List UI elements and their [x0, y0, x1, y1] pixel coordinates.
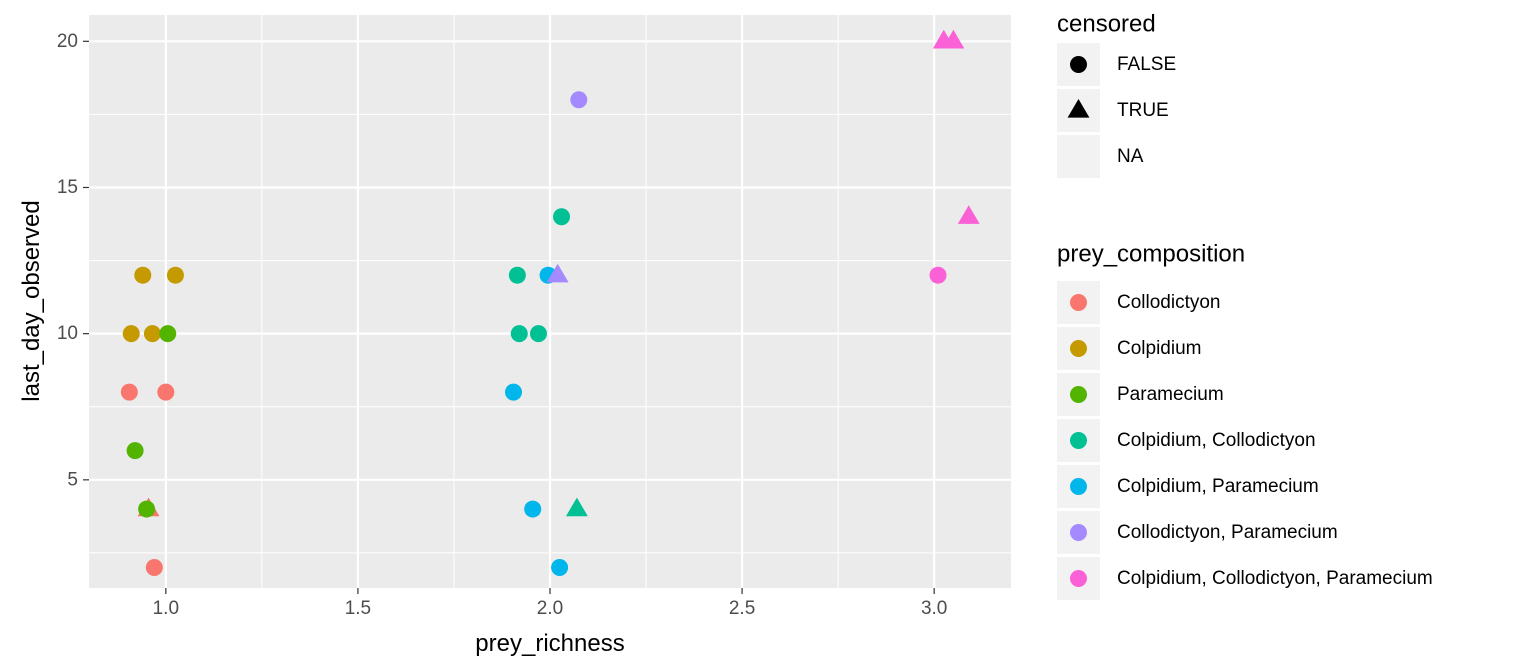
- data-point-circle: [120, 383, 138, 401]
- legend-color-dot: [1070, 478, 1087, 495]
- y-tick-label: 10: [57, 323, 78, 344]
- legend-color-dot: [1070, 386, 1087, 403]
- data-point-circle: [529, 325, 547, 343]
- data-point-circle: [524, 500, 542, 518]
- data-points: [120, 29, 980, 577]
- legend-color-dot: [1070, 432, 1087, 449]
- data-point-circle: [510, 325, 528, 343]
- legend-censored-label: NA: [1117, 146, 1144, 167]
- data-point-circle: [505, 383, 523, 401]
- legend-composition-label: Colpidium, Paramecium: [1117, 476, 1319, 497]
- data-point-triangle: [565, 497, 588, 517]
- x-tick-label: 1.0: [153, 598, 179, 619]
- data-point-circle: [122, 325, 140, 343]
- data-point-circle: [553, 208, 571, 226]
- y-axis-title: last_day_observed: [18, 200, 45, 401]
- legend-color-dot: [1070, 524, 1087, 541]
- data-point-circle: [508, 266, 526, 284]
- legend-composition-label: Colpidium, Collodictyon, Paramecium: [1117, 568, 1433, 589]
- legend-prey-composition-title: prey_composition: [1057, 241, 1245, 268]
- x-tick-label: 2.0: [537, 598, 563, 619]
- legend-composition-label: Collodictyon, Paramecium: [1117, 522, 1338, 543]
- data-point-circle: [166, 266, 184, 284]
- legend-censored-title: censored: [1057, 11, 1156, 38]
- legend-color-dot: [1070, 340, 1087, 357]
- x-tick-label: 1.5: [345, 598, 371, 619]
- legend-censored: censored FALSE TRUE NA: [1057, 11, 1176, 178]
- x-tick-label: 3.0: [921, 598, 947, 619]
- legend-circle-icon: [1070, 56, 1087, 73]
- data-point-circle: [551, 559, 569, 577]
- legend-composition-label: Collodictyon: [1117, 292, 1221, 313]
- y-tick-label: 15: [57, 177, 78, 198]
- data-point-circle: [929, 266, 947, 284]
- data-point-circle: [138, 500, 156, 518]
- data-point-circle: [159, 325, 177, 343]
- x-axis-title: prey_richness: [475, 630, 624, 657]
- x-axis: 1.0 1.5 2.0 2.5 3.0: [153, 588, 947, 619]
- grid-major-lines: [89, 15, 1011, 588]
- legend-censored-label: FALSE: [1117, 54, 1176, 75]
- legend-color-dot: [1070, 570, 1087, 587]
- data-point-circle: [143, 325, 161, 343]
- legend-triangle-icon: [1067, 99, 1090, 118]
- data-point-circle: [134, 266, 152, 284]
- legend-prey-composition: prey_composition Collodictyon Colpidium Pa…: [1057, 241, 1433, 600]
- legend-censored-label: TRUE: [1117, 100, 1169, 121]
- x-tick-label: 2.5: [729, 598, 755, 619]
- data-point-circle: [126, 442, 144, 460]
- data-point-triangle: [957, 205, 980, 224]
- y-tick-label: 20: [57, 31, 78, 52]
- data-point-circle: [570, 91, 588, 109]
- legend-composition-label: Colpidium, Collodictyon: [1117, 430, 1316, 451]
- legend-composition-label: Paramecium: [1117, 384, 1224, 405]
- y-axis: 5 10 15 20: [57, 31, 89, 490]
- legend-key-box: [1057, 135, 1100, 178]
- data-point-circle: [145, 559, 163, 577]
- data-point-triangle: [546, 263, 569, 283]
- y-tick-label: 5: [67, 469, 78, 490]
- legend-composition-label: Colpidium: [1117, 338, 1201, 359]
- data-point-circle: [157, 383, 175, 401]
- legend-color-dot: [1070, 294, 1087, 311]
- data-point-triangle: [942, 29, 965, 49]
